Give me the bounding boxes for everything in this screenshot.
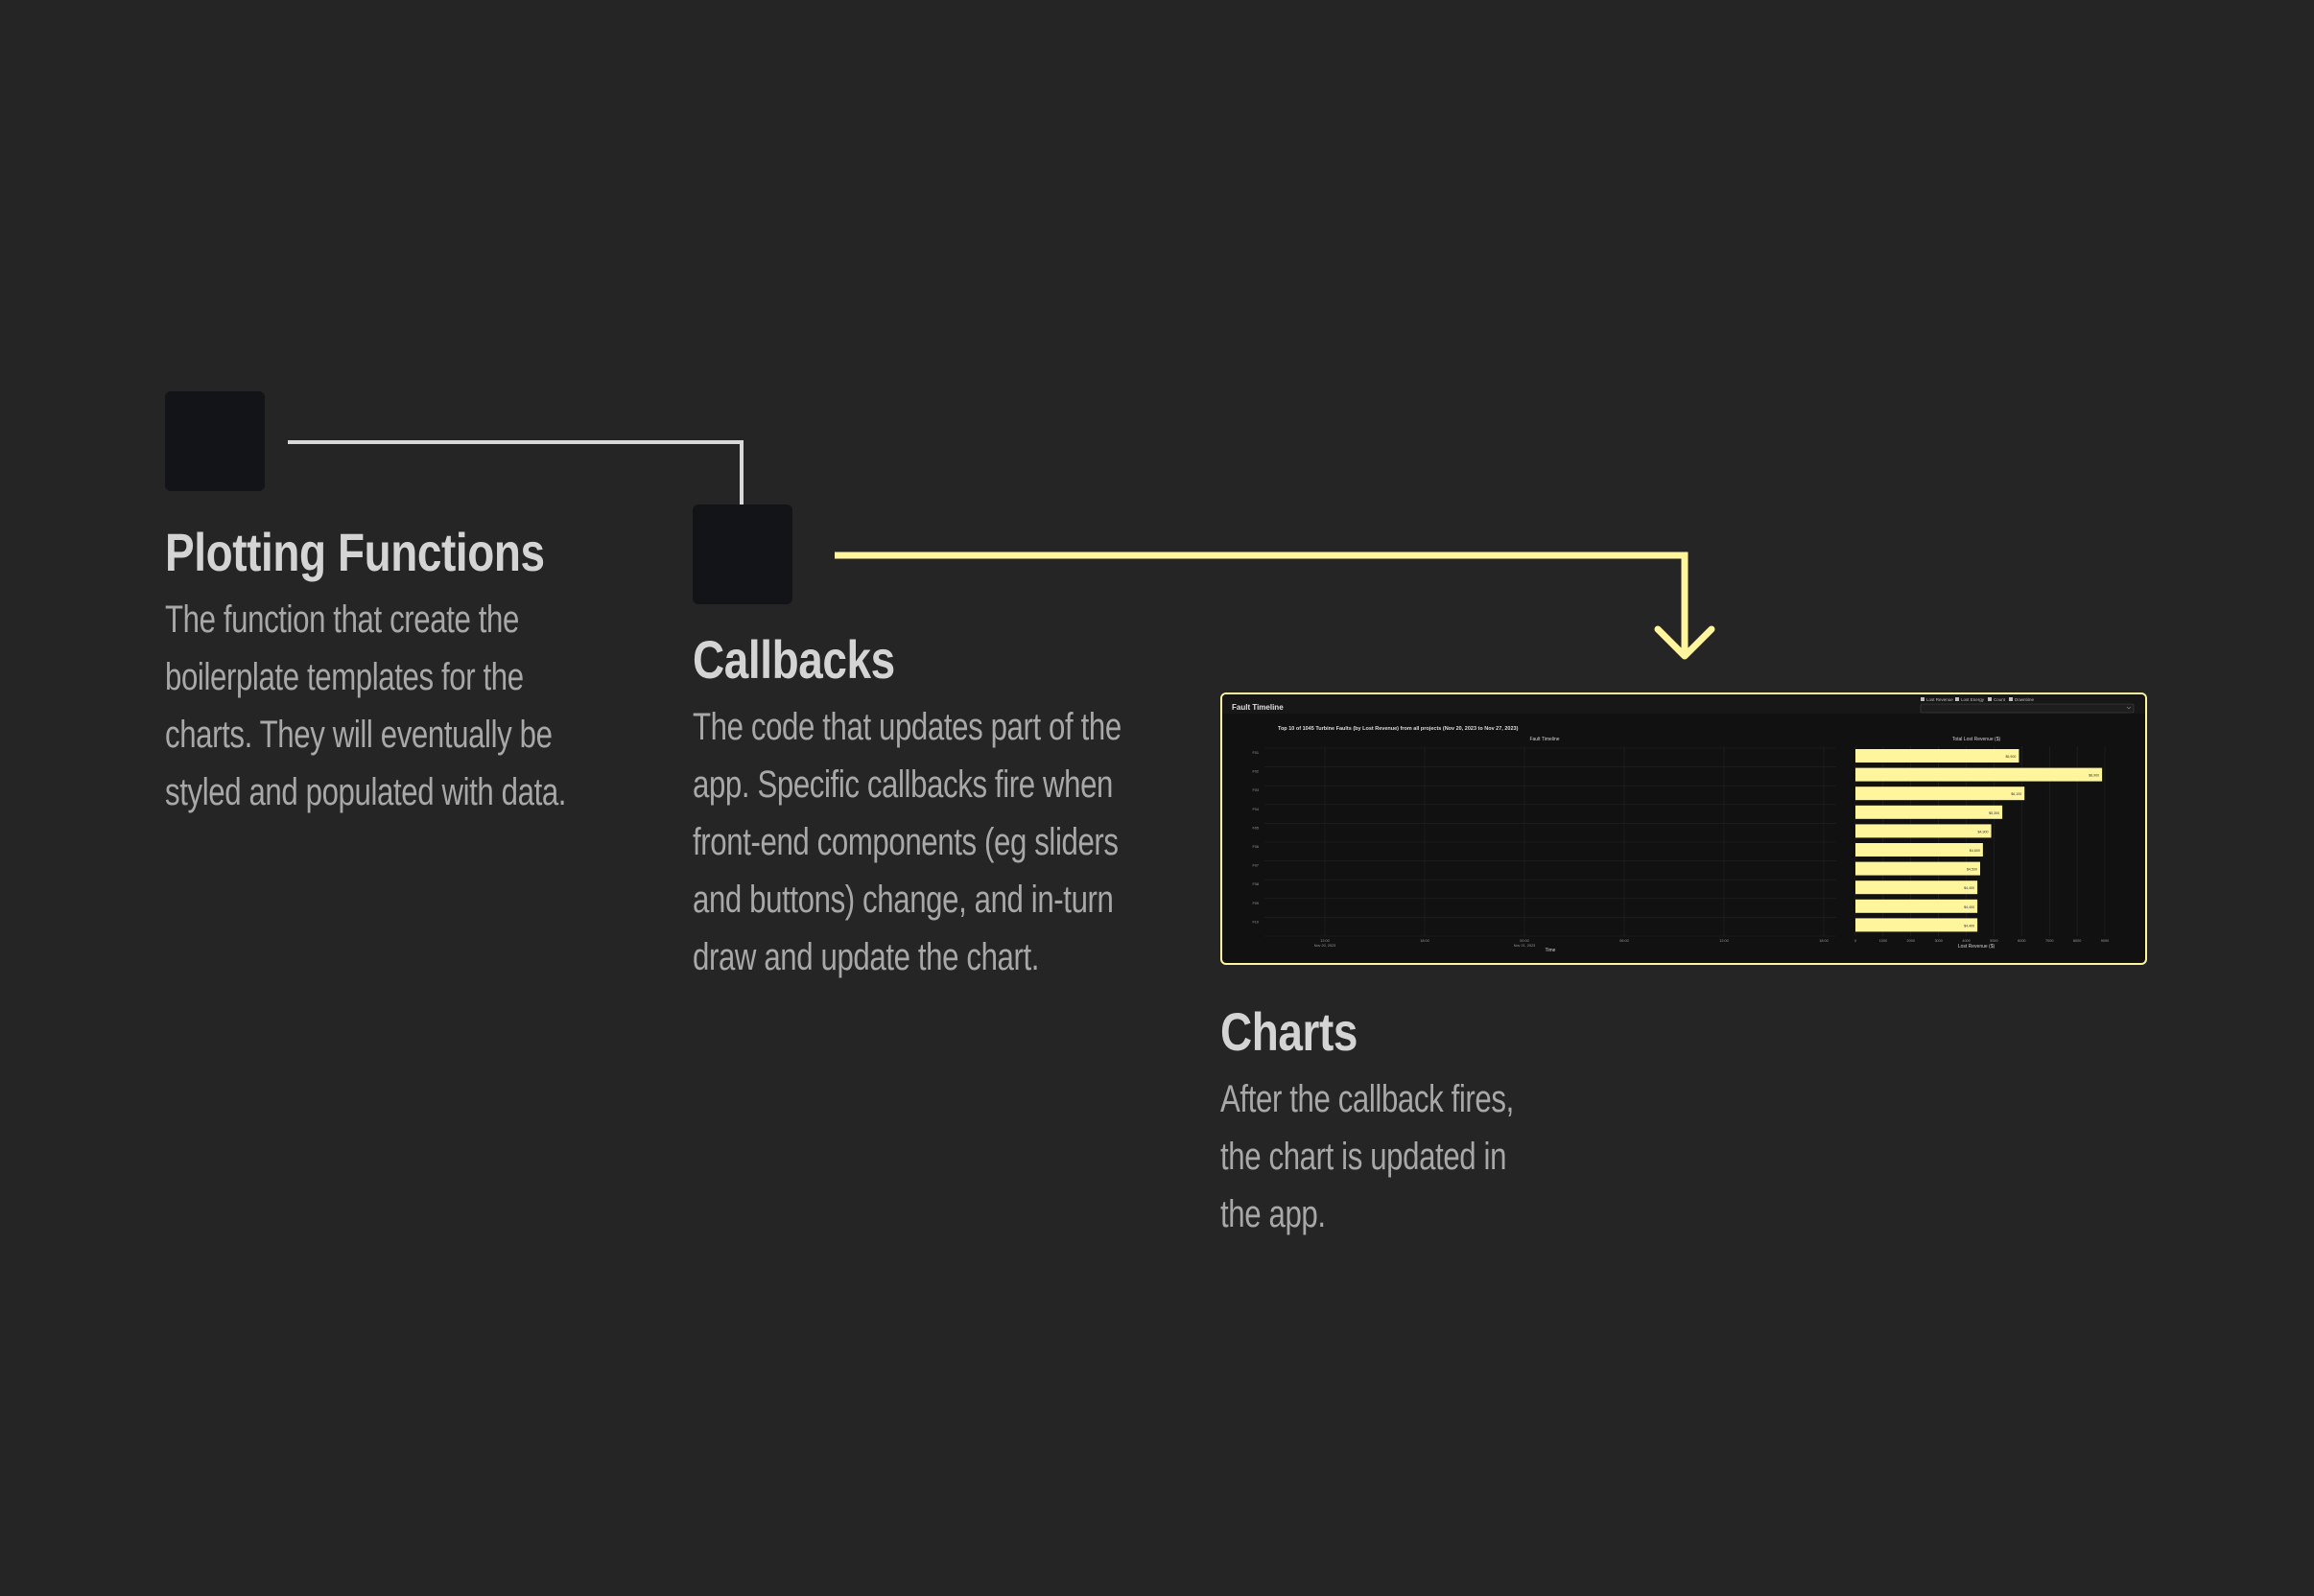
left-x-tick-label: 06:00 — [1619, 939, 1629, 943]
left-x-axis-label: Time — [1546, 948, 1556, 953]
bar-value-label: $6,100 — [2011, 792, 2021, 796]
bar — [1855, 843, 1983, 857]
legend-swatch-downtime — [2009, 697, 2013, 701]
callbacks-title: Callbacks — [693, 629, 895, 690]
right-x-tick-label: 8000 — [2073, 939, 2081, 943]
bar — [1855, 880, 1978, 895]
right-x-tick-label: 0 — [1854, 939, 1856, 943]
right-x-tick-label: 9000 — [2101, 939, 2109, 943]
bar-value-label: $4,400 — [1964, 905, 1974, 909]
right-panel-title: Total Lost Revenue ($) — [1952, 737, 2001, 742]
plotting-functions-description: The function that create the boilerplate… — [165, 598, 567, 813]
category-label: F06 — [1252, 845, 1259, 849]
bar — [1855, 786, 2025, 801]
connector-callbacks-to-charts — [835, 552, 1688, 654]
bar — [1855, 749, 2019, 763]
legend-downtime: Downtime — [2015, 697, 2035, 702]
category-label: F05 — [1252, 826, 1259, 830]
bar — [1855, 824, 1992, 838]
category-label: F02 — [1252, 770, 1259, 774]
callbacks-description: The code that updates part of the app. S… — [693, 706, 1122, 978]
bar — [1855, 805, 2003, 819]
category-label: F03 — [1252, 788, 1259, 792]
category-label: F07 — [1252, 864, 1259, 868]
left-x-tick-label: 12:00 — [1719, 939, 1729, 943]
chart-filter-dropdown[interactable] — [1920, 703, 2135, 714]
right-x-tick-label: 7000 — [2045, 939, 2053, 943]
left-x-tick-label: 12:00 — [1320, 939, 1330, 943]
chart-preview: Fault Timeline Top 10 of 1045 Turbine Fa… — [1220, 692, 2147, 965]
callbacks-node — [693, 505, 792, 604]
bar-value-label: $4,900 — [1978, 830, 1989, 833]
plotting-functions-node — [165, 391, 265, 491]
chevron-down-icon — [2126, 706, 2132, 710]
legend-swatch-count — [1988, 697, 1992, 701]
left-x-tick-label: 18:00 — [1819, 939, 1829, 943]
charts-title: Charts — [1220, 1001, 1358, 1062]
category-label: F09 — [1252, 902, 1259, 905]
right-x-axis-label: Lost Revenue ($) — [1958, 944, 1995, 950]
left-x-tick-label: 00:00 — [1520, 939, 1529, 943]
right-x-tick-label: 5000 — [1990, 939, 1997, 943]
bar-value-label: $4,400 — [1964, 924, 1974, 927]
legend-lost-energy: Lost Energy — [1961, 697, 1985, 702]
fault-timeline-chart: Fault Timeline Top 10 of 1045 Turbine Fa… — [1222, 694, 2145, 953]
left-x-tick-label: Nov 21, 2023 — [1514, 944, 1536, 948]
bar-value-label: $8,900 — [2089, 774, 2099, 778]
bar — [1855, 767, 2103, 782]
bar — [1855, 861, 1980, 876]
bar-value-label: $4,500 — [1967, 868, 1977, 872]
legend-lost-revenue: Lost Revenue — [1926, 697, 1953, 702]
charts-description: After the callback fires, the chart is u… — [1220, 1078, 1514, 1235]
category-label: F04 — [1252, 808, 1259, 811]
category-label: F01 — [1252, 751, 1259, 755]
right-x-tick-label: 3000 — [1934, 939, 1942, 943]
bar-value-label: $4,400 — [1964, 886, 1974, 890]
category-label: F08 — [1252, 882, 1259, 886]
bar-value-label: $5,300 — [1989, 811, 1999, 815]
right-x-tick-label: 4000 — [1962, 939, 1970, 943]
legend-swatch-lost-energy — [1955, 697, 1959, 701]
arrow-down-icon — [1654, 625, 1715, 660]
chart-title: Fault Timeline — [1232, 703, 1284, 712]
left-x-tick-label: 18:00 — [1420, 939, 1429, 943]
bar — [1855, 918, 1978, 932]
right-x-tick-label: 2000 — [1907, 939, 1915, 943]
left-panel-title: Fault Timeline — [1529, 737, 1559, 742]
plotting-functions-title: Plotting Functions — [165, 522, 545, 582]
chart-header-bar — [1222, 694, 2145, 714]
category-label: F10 — [1252, 920, 1259, 924]
legend-count: Count — [1994, 697, 2006, 702]
bar-value-label: $4,600 — [1970, 849, 1980, 853]
chart-legend: Lost Revenue Lost Energy Count Downtime — [1921, 697, 2035, 702]
legend-swatch-lost-revenue — [1921, 697, 1924, 701]
right-x-tick-label: 6000 — [2018, 939, 2025, 943]
chart-subtitle: Top 10 of 1045 Turbine Faults (by Lost R… — [1278, 726, 1519, 732]
bar-value-label: $5,900 — [2005, 755, 2016, 759]
left-x-tick-label: Nov 20, 2023 — [1314, 944, 1336, 948]
right-x-tick-label: 1000 — [1879, 939, 1887, 943]
bar — [1855, 899, 1978, 913]
